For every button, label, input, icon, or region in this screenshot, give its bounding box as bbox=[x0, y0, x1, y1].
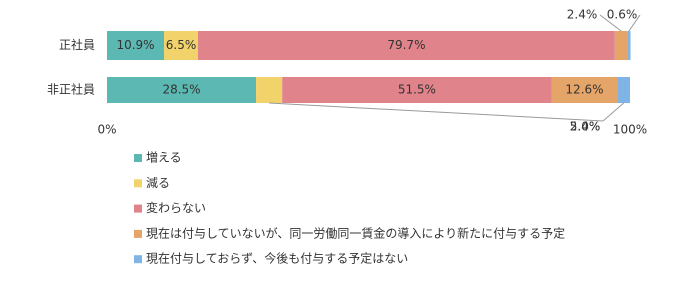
bar-segment bbox=[551, 77, 618, 103]
value-label: 10.9% bbox=[116, 38, 154, 52]
value-label: 5.0% bbox=[570, 120, 601, 134]
leader-line bbox=[599, 14, 622, 32]
value-label: 0.6% bbox=[607, 8, 638, 22]
legend-label: 変わらない bbox=[146, 200, 206, 215]
legend-label: 現在は付与していないが、同一労働同一賃金の導入により新たに付与する予定 bbox=[146, 225, 565, 240]
value-label: 51.5% bbox=[398, 83, 436, 97]
bar-segment bbox=[282, 77, 552, 103]
category-label: 非正社員 bbox=[47, 82, 95, 97]
value-label: 79.7% bbox=[387, 38, 425, 52]
legend-swatch bbox=[134, 154, 142, 162]
bar-segment bbox=[614, 31, 628, 60]
legend-swatch bbox=[134, 229, 142, 238]
value-label: 2.4% bbox=[570, 120, 601, 134]
legend-label: 現在付与しておらず、今後も付与する予定はない bbox=[146, 251, 408, 266]
x-tick-label: 0% bbox=[97, 123, 116, 137]
category-label: 正社員 bbox=[59, 37, 95, 52]
bar-segment bbox=[107, 77, 257, 103]
leader-line bbox=[628, 14, 641, 32]
leader-line bbox=[602, 102, 625, 122]
value-label: 6.5% bbox=[166, 38, 197, 52]
bar-segment bbox=[198, 31, 615, 60]
bar-segment bbox=[164, 31, 199, 60]
x-tick-label: 100% bbox=[613, 123, 647, 137]
leader-line bbox=[269, 102, 604, 122]
legend-swatch bbox=[134, 204, 142, 213]
legend-label: 増える bbox=[146, 151, 182, 165]
legend-swatch bbox=[134, 255, 142, 264]
bar-segment bbox=[627, 31, 631, 60]
legend-label: 減る bbox=[146, 175, 170, 190]
bar-segment bbox=[107, 31, 165, 60]
bar-segment bbox=[617, 77, 630, 103]
legend-swatch bbox=[134, 179, 142, 188]
value-label: 28.5% bbox=[162, 83, 200, 97]
value-label: 2.4% bbox=[567, 8, 598, 22]
value-label: 12.6% bbox=[565, 83, 603, 97]
bar-segment bbox=[256, 77, 283, 103]
